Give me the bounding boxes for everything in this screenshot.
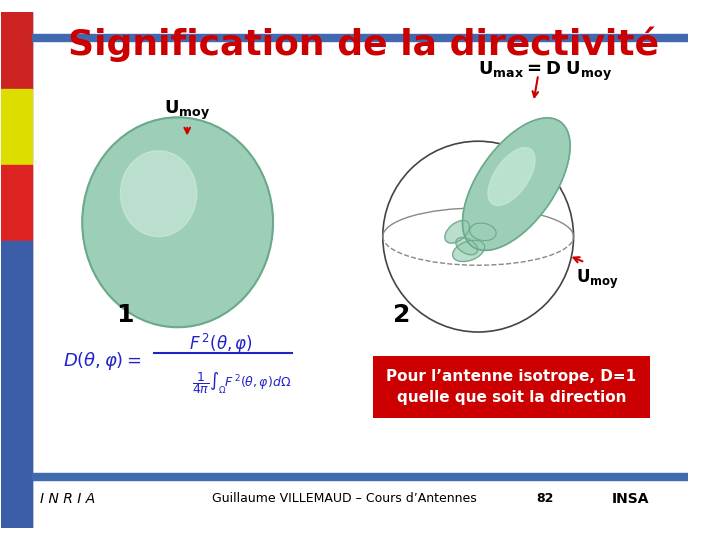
Text: $F^{\,2}(\theta,\varphi)$: $F^{\,2}(\theta,\varphi)$ [189,332,253,355]
Text: 82: 82 [536,492,554,505]
Text: INSA: INSA [612,492,649,506]
Text: 2: 2 [393,303,410,327]
Bar [32,35,688,41]
Bar [1,165,32,241]
Text: Signification de la directivité: Signification de la directivité [68,27,660,62]
FancyBboxPatch shape [373,356,650,418]
Text: $\mathbf{U_{moy}}$: $\mathbf{U_{moy}}$ [164,99,210,122]
Text: I N R I A: I N R I A [40,492,96,506]
Ellipse shape [120,151,197,237]
Text: $\dfrac{1}{4\pi}\int_{\Omega}F^{\,2}(\theta,\varphi)d\Omega$: $\dfrac{1}{4\pi}\int_{\Omega}F^{\,2}(\th… [192,370,291,396]
Text: $D(\theta,\varphi)=$: $D(\theta,\varphi)=$ [63,349,142,372]
Ellipse shape [445,220,469,243]
Bar [1,12,32,528]
Ellipse shape [82,117,273,327]
Text: Pour l’antenne isotrope, D=1
quelle que soit la direction: Pour l’antenne isotrope, D=1 quelle que … [387,369,636,405]
Bar [1,241,32,528]
Ellipse shape [488,147,535,206]
Ellipse shape [456,238,477,255]
Ellipse shape [469,223,496,241]
Text: 1: 1 [117,303,134,327]
Text: $\mathbf{U_{max} = D\ U_{moy}}$: $\mathbf{U_{max} = D\ U_{moy}}$ [477,60,612,83]
Bar [32,473,688,480]
Ellipse shape [453,240,485,261]
Text: $\mathbf{U_{moy}}$: $\mathbf{U_{moy}}$ [576,268,619,291]
Text: Guillaume VILLEMAUD – Cours d’Antennes: Guillaume VILLEMAUD – Cours d’Antennes [212,492,477,505]
Bar [1,89,32,165]
Ellipse shape [462,118,570,251]
Bar [1,12,32,89]
